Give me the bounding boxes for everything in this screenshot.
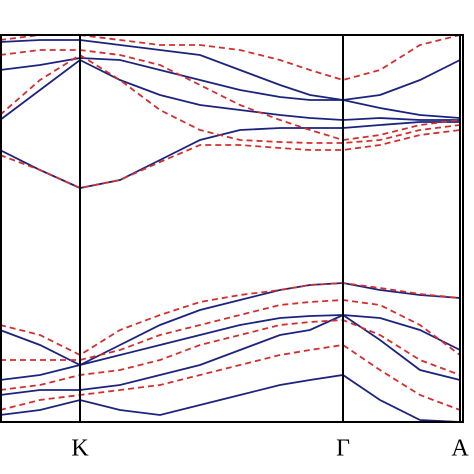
band-line xyxy=(0,299,461,361)
band-line xyxy=(0,129,461,189)
band-line xyxy=(0,121,460,189)
band-line xyxy=(0,49,461,141)
band-line xyxy=(0,374,461,422)
band-line xyxy=(0,35,461,81)
x-tick-label: A xyxy=(451,436,469,462)
x-tick-label: K xyxy=(71,436,89,462)
band-line xyxy=(0,282,461,357)
band-line xyxy=(0,282,461,367)
plot-frame xyxy=(0,34,464,423)
band-line xyxy=(0,319,461,391)
x-tick-label: Γ xyxy=(336,436,350,462)
